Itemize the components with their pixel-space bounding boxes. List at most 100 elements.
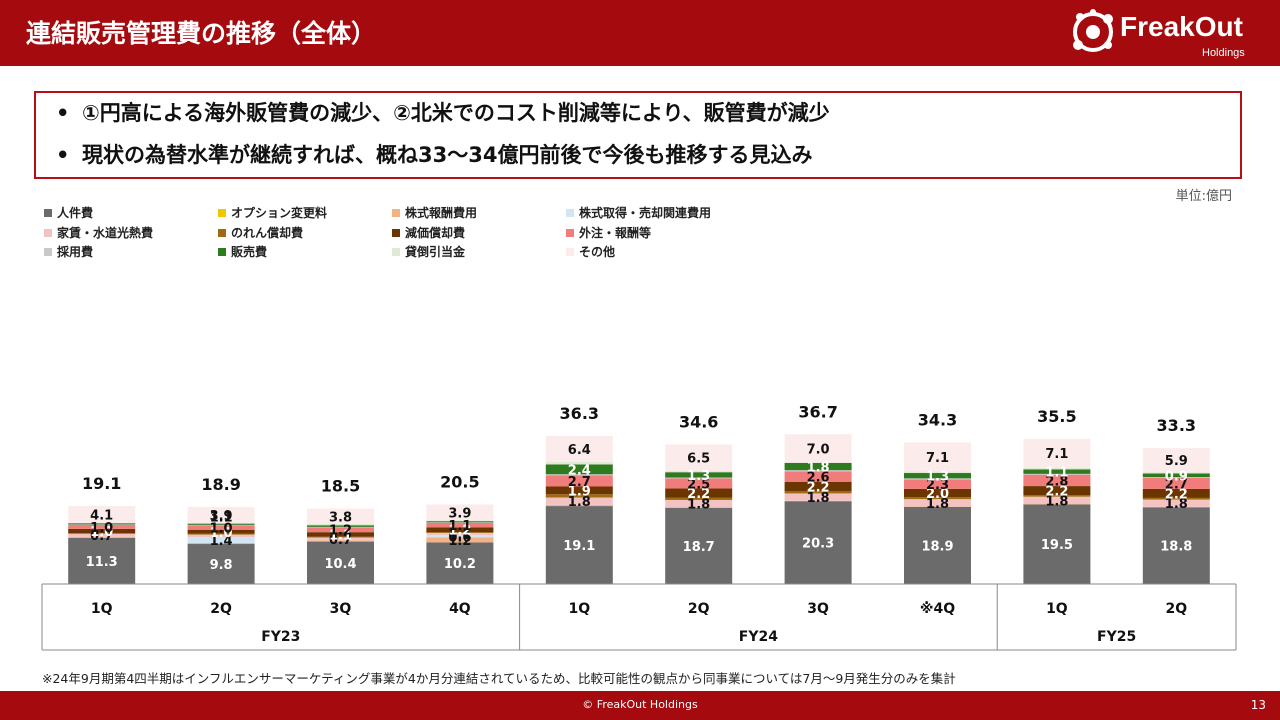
data-label: 1.0 [90, 521, 113, 536]
data-label: 19.1 [563, 539, 595, 554]
bar-segment [187, 522, 255, 524]
data-label: 1.8 [807, 491, 830, 506]
bar-segment [426, 537, 494, 543]
bar-segment [1142, 477, 1210, 478]
data-label: 1.1 [448, 519, 471, 534]
bar-segment [307, 527, 374, 533]
logo-sub: Holdings [1202, 47, 1245, 59]
bar-segment [904, 506, 971, 584]
bar-segment [545, 462, 613, 465]
bar-segment [665, 444, 733, 471]
data-label: 2.0 [926, 487, 949, 502]
data-label: 18.9 [921, 539, 953, 554]
bar-segment [68, 523, 136, 525]
data-label: 9.8 [210, 558, 233, 573]
data-label: 2.6 [807, 471, 830, 486]
legend-swatch [392, 248, 400, 256]
bar-segment [187, 534, 255, 538]
bar-segment [187, 533, 255, 535]
bar-segment [1142, 488, 1210, 498]
bar-segment [545, 435, 613, 463]
legend-swatch [218, 229, 226, 237]
data-label: 3.8 [329, 510, 352, 525]
legend-label: 外注・報酬等 [579, 225, 651, 240]
bar-segment [665, 477, 733, 479]
legend-swatch [44, 229, 52, 237]
total-label: 35.5 [1037, 407, 1076, 426]
bar-segment [307, 537, 374, 541]
data-label: 2.4 [568, 463, 591, 478]
bar-segment [1023, 495, 1091, 497]
data-label: 7.1 [926, 451, 949, 466]
bar-segment [904, 478, 971, 480]
data-label: 2.3 [926, 478, 949, 493]
summary-box: • ①円高による海外販管費の減少、②北米でのコスト削減等により、販管費が減少 • 現… [34, 91, 1242, 179]
bar-segment [545, 475, 613, 487]
bar-segment [665, 470, 733, 473]
bar-segment [68, 506, 136, 523]
x-tick-label: 1Q [568, 601, 590, 617]
data-label: 11.3 [86, 555, 118, 570]
bar-segment [904, 471, 971, 474]
data-label: 7.0 [807, 443, 830, 458]
data-label: 0.6 [448, 530, 471, 545]
bar-segment [1142, 448, 1210, 473]
legend-label: 株式取得・売却関連費用 [579, 205, 711, 220]
total-label: 36.3 [560, 404, 599, 423]
legend-label: 採用費 [57, 244, 93, 259]
bar-segment [307, 508, 374, 525]
total-label: 33.3 [1157, 416, 1196, 435]
bar-segment [1023, 469, 1091, 474]
unit-label: 単位:億円 [1175, 189, 1232, 204]
data-label: 2.2 [1165, 487, 1188, 502]
total-label: 20.5 [440, 472, 479, 491]
legend-swatch [566, 248, 574, 256]
legend-label: 株式報酬費用 [405, 205, 477, 220]
bar-segment [545, 504, 613, 507]
total-label: 18.5 [321, 477, 360, 496]
bar-segment [784, 490, 852, 494]
summary-bullet: • ①円高による海外販管費の減少、②北米でのコスト削減等により、販管費が減少 [56, 101, 830, 125]
bar-segment [187, 529, 255, 534]
summary-bullet: • 現状の為替水準が継続すれば、概ね33～34億円前後で今後も推移する見込み [56, 143, 813, 167]
bar-segment [665, 478, 733, 489]
data-label: 2.2 [807, 480, 830, 495]
bar-segment [426, 533, 494, 536]
data-label: 7.1 [1045, 447, 1068, 462]
summary-text: ①円高による海外販管費の減少、②北米でのコスト削減等により、販管費が減少 [82, 101, 830, 125]
bar-segment [784, 434, 852, 463]
data-label: 1.8 [568, 495, 591, 510]
data-label: 1.8 [1165, 497, 1188, 512]
bar-segment [545, 506, 613, 584]
data-label: 1.8 [807, 460, 830, 475]
data-label: 0.9 [1165, 469, 1188, 484]
bar-segment [545, 474, 613, 476]
bar-segment [1142, 497, 1210, 500]
total-label: 19.1 [82, 474, 121, 493]
header-bar: 連結販売管理費の推移（全体） FreakOut Holdings [0, 0, 1280, 66]
legend-label: 販売費 [231, 244, 267, 259]
data-label: 19.5 [1041, 538, 1073, 553]
x-tick-label: 4Q [449, 601, 471, 617]
bar-segment [307, 532, 374, 537]
data-label: 2.2 [687, 487, 710, 502]
copyright: © FreakOut Holdings [582, 698, 698, 711]
bar-segment [68, 533, 136, 537]
logo-icon [1073, 9, 1113, 52]
footnote: ※24年9月期第4四半期はインフルエンサーマーケティング事業が4か月分連結されて… [42, 671, 956, 686]
bar-segment [665, 499, 733, 508]
bar-segment [665, 472, 733, 478]
bar-segment [1023, 438, 1091, 468]
bar-segment [187, 542, 255, 545]
bar-segment [904, 473, 971, 479]
bar-segment [68, 533, 136, 534]
legend-swatch [392, 229, 400, 237]
data-label: 2.5 [687, 477, 710, 492]
data-label: 2.7 [1165, 477, 1188, 492]
data-label: 10.2 [444, 557, 476, 572]
data-label: 2.8 [1045, 474, 1068, 489]
bar-segment [187, 544, 255, 584]
bar-segment [307, 524, 374, 526]
bar-segment [784, 471, 852, 482]
legend-label: 貸倒引当金 [405, 244, 466, 259]
